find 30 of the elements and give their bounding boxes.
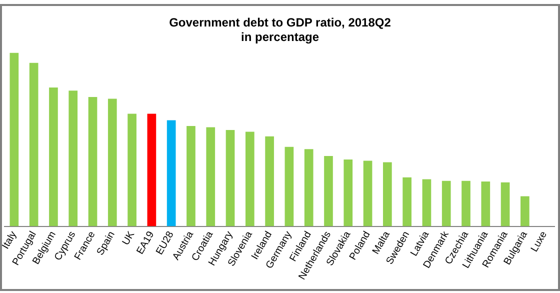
text: Government debt to GDP ratio, 2018Q2 <box>169 16 391 30</box>
bar <box>422 179 432 226</box>
bar <box>128 114 136 226</box>
bar <box>284 146 294 226</box>
bar <box>166 120 176 226</box>
bar <box>442 180 451 226</box>
bar <box>108 98 117 226</box>
bar <box>186 126 196 226</box>
bar <box>344 160 353 226</box>
bar <box>29 62 38 226</box>
bar <box>363 160 372 226</box>
bar <box>147 114 156 226</box>
bar <box>49 88 58 226</box>
bar <box>206 127 216 226</box>
bar <box>520 196 530 226</box>
text: in percentage <box>240 30 320 44</box>
bar <box>383 162 392 226</box>
bar <box>245 132 254 226</box>
bar <box>500 182 510 226</box>
x-tick-label: UK <box>120 229 138 248</box>
bar <box>68 90 78 226</box>
bar <box>462 180 470 226</box>
bar <box>226 130 235 226</box>
bar <box>304 149 314 226</box>
bar <box>324 156 333 226</box>
bar <box>481 182 490 226</box>
bar <box>10 52 19 226</box>
bar <box>402 177 412 226</box>
bar <box>88 97 98 226</box>
bar <box>265 136 274 226</box>
